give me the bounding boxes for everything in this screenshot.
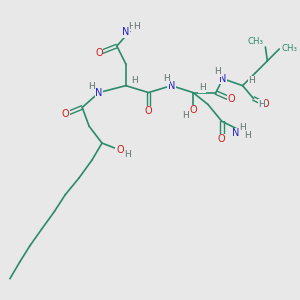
Text: H: H — [244, 130, 251, 140]
Text: N: N — [95, 88, 103, 98]
Text: H: H — [133, 22, 140, 31]
Text: O: O — [228, 94, 236, 104]
Text: H: H — [248, 76, 255, 85]
Text: H: H — [182, 111, 188, 120]
Text: H: H — [258, 100, 265, 109]
Text: H: H — [128, 22, 135, 31]
Text: H: H — [88, 82, 94, 91]
Text: N: N — [219, 74, 226, 84]
Text: O: O — [116, 145, 124, 155]
Text: O: O — [218, 134, 226, 144]
Text: N: N — [232, 128, 239, 138]
Text: O: O — [189, 105, 197, 116]
Text: CH₃: CH₃ — [248, 37, 263, 46]
Text: H: H — [163, 74, 170, 83]
Text: O: O — [95, 48, 103, 58]
Text: H: H — [199, 83, 206, 92]
Text: N: N — [122, 27, 129, 37]
Text: CH₃: CH₃ — [281, 44, 297, 53]
Text: H: H — [214, 67, 221, 76]
Text: H: H — [239, 123, 246, 132]
Text: O: O — [145, 106, 152, 116]
Text: O: O — [262, 99, 269, 110]
Text: N: N — [168, 81, 175, 91]
Text: H: H — [124, 151, 131, 160]
Text: O: O — [61, 110, 69, 119]
Text: H: H — [131, 76, 138, 85]
